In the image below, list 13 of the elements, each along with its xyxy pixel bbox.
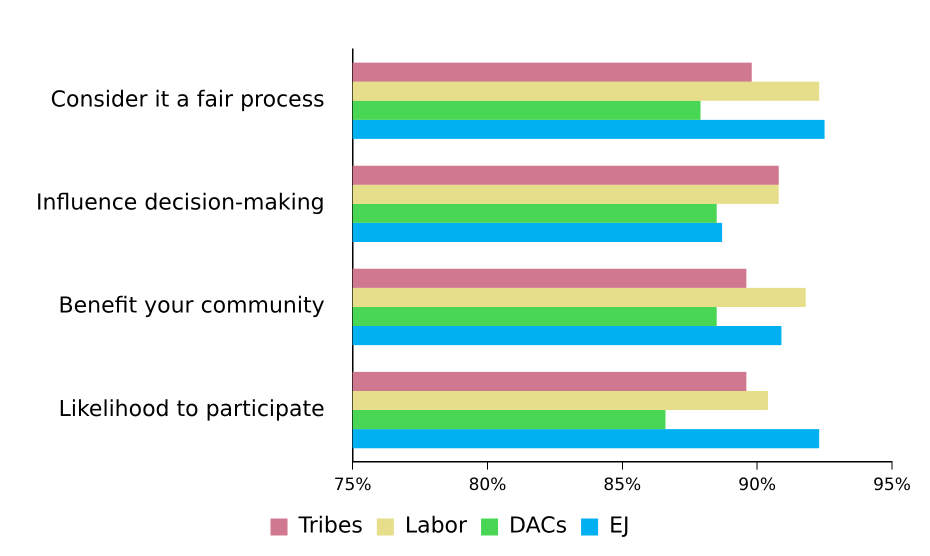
y-tick-label: Consider it a fair process (50, 87, 325, 112)
legend-label: DACs (509, 514, 568, 539)
x-tick-label: 90% (738, 475, 776, 496)
x-tick-label: 95% (873, 475, 911, 496)
y-tick-label: Influence decision-making (36, 190, 325, 216)
x-tick-label: 80% (468, 475, 506, 496)
legend-label: EJ (609, 514, 630, 539)
y-tick-label: Likelihood to participate (58, 396, 325, 422)
legend-label: Labor (404, 514, 468, 539)
x-tick-label: 85% (603, 475, 642, 496)
x-tick-label: 75% (334, 475, 372, 496)
legend-label: Tribes (298, 514, 363, 539)
y-tick-label: Benefit your community (58, 294, 325, 319)
